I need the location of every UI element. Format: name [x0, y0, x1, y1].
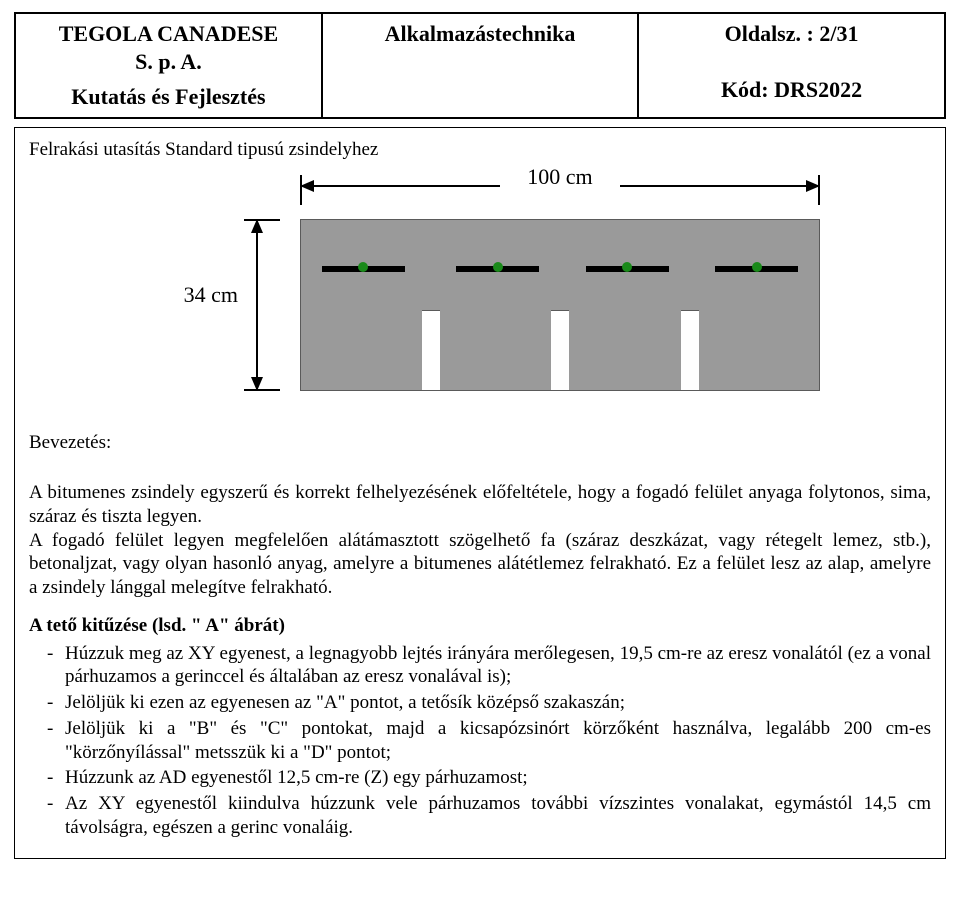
content-box: Felrakási utasítás Standard tipusú zsind…	[14, 127, 946, 859]
instruction-item: Húzzuk meg az XY egyenest, a legnagyobb …	[47, 642, 931, 690]
instruction-item: Jelöljük ki ezen az egyenesen az "A" pon…	[47, 691, 931, 715]
intro-paragraph: A bitumenes zsindely egyszerű és korrekt…	[29, 481, 931, 600]
instruction-list: Húzzuk meg az XY egyenest, a legnagyobb …	[29, 642, 931, 840]
shingle-body	[300, 219, 820, 391]
doc-title: Felrakási utasítás Standard tipusú zsind…	[29, 138, 931, 162]
company-line2: S. p. A.	[26, 48, 311, 76]
tab-slot	[422, 310, 440, 390]
doc-type-cell: Alkalmazástechnika	[322, 13, 638, 118]
company-cell: TEGOLA CANADESE S. p. A. Kutatás és Fejl…	[15, 13, 322, 118]
header-table: TEGOLA CANADESE S. p. A. Kutatás és Fejl…	[14, 12, 946, 119]
instruction-item: Jelöljük ki a "B" és "C" pontokat, majd …	[47, 717, 931, 765]
company-line1: TEGOLA CANADESE	[26, 20, 311, 48]
doc-code: Kód: DRS2022	[649, 76, 934, 104]
doc-type: Alkalmazástechnika	[333, 20, 627, 48]
dimension-width: 100 cm	[300, 171, 820, 203]
dimension-height	[240, 219, 274, 391]
tab-slot	[681, 310, 699, 390]
department: Kutatás és Fejlesztés	[26, 83, 311, 111]
dimension-width-label: 100 cm	[500, 163, 620, 191]
intro-heading: Bevezetés:	[29, 431, 931, 455]
tab-slot	[551, 310, 569, 390]
instruction-item: Húzzunk az AD egyenestől 12,5 cm-re (Z) …	[47, 766, 931, 790]
shingle-diagram: 100 cm 34 cm	[130, 171, 830, 401]
page-code-cell: Oldalsz. : 2/31 Kód: DRS2022	[638, 13, 945, 118]
instruction-item: Az XY egyenestől kiindulva húzzunk vele …	[47, 792, 931, 840]
page-number: Oldalsz. : 2/31	[649, 20, 934, 48]
dimension-height-label: 34 cm	[148, 281, 238, 309]
section-heading: A tető kitűzése (lsd. " A" ábrát)	[29, 614, 931, 638]
